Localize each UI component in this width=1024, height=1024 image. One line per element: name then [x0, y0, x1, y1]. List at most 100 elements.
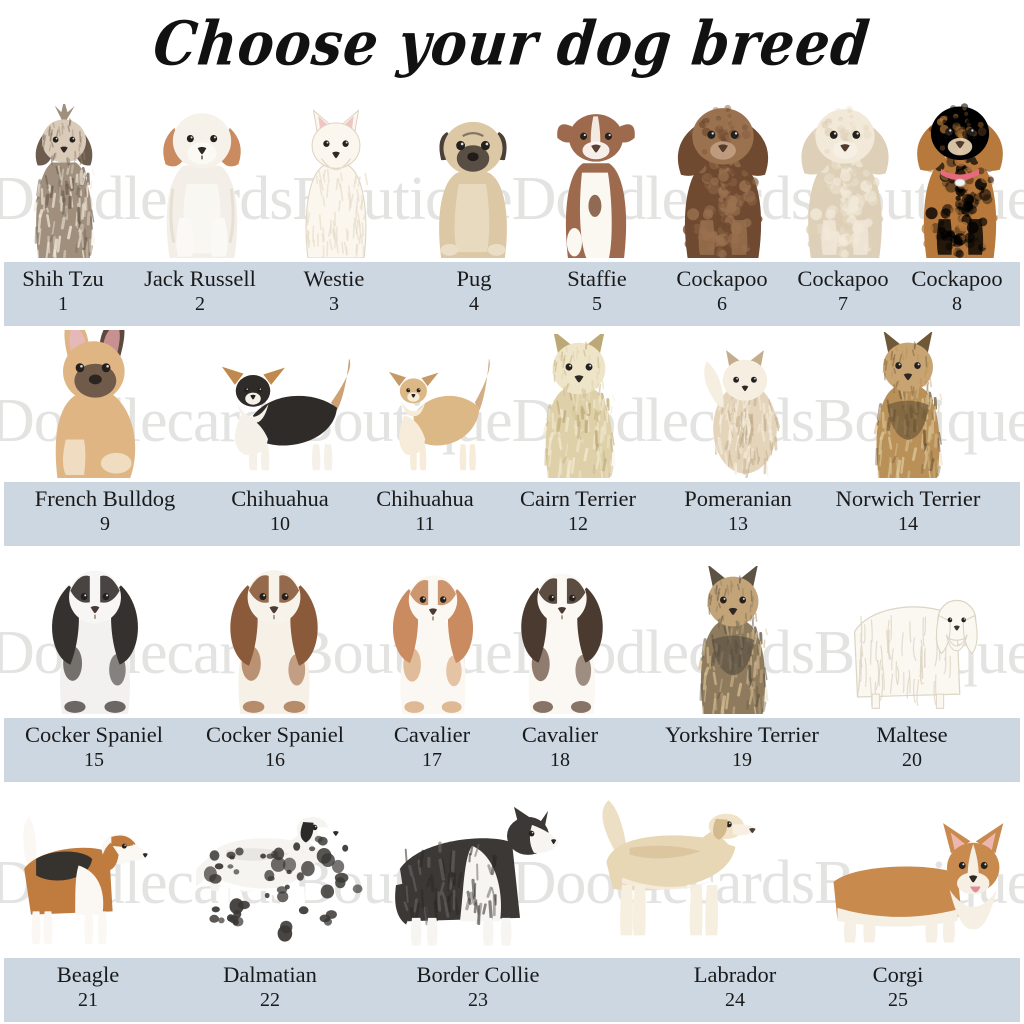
breed-number: 3 — [329, 293, 339, 315]
breed-name: Border Collie — [416, 962, 540, 987]
breed-number: 19 — [732, 749, 752, 771]
dog-cavalier-tricolour[interactable] — [506, 558, 618, 714]
dog-french-bulldog[interactable] — [28, 330, 168, 478]
breed-number: 11 — [415, 513, 435, 535]
dog-westie[interactable] — [284, 104, 388, 258]
breed-number: 8 — [952, 293, 962, 315]
border-collie-illustration — [395, 806, 559, 946]
breed-number: 6 — [717, 293, 727, 315]
cockapoo-brown-illustration — [677, 104, 769, 258]
label-band-row-2: French Bulldog 9 Chihuahua 10 Chihuahua 11 Cai… — [4, 482, 1020, 546]
dog-dalmatian[interactable] — [196, 790, 382, 954]
breed-cell-5[interactable]: Staffie 5 — [542, 266, 652, 316]
breed-cell-25[interactable]: Corgi 25 — [838, 962, 958, 1012]
dog-norwich-terrier[interactable] — [856, 332, 960, 478]
dog-cocker-spaniel-black[interactable] — [36, 556, 154, 714]
breed-number: 15 — [84, 749, 104, 771]
breed-number: 10 — [270, 513, 290, 535]
breed-name: French Bulldog — [34, 486, 176, 511]
breed-name: Cocker Spaniel — [205, 722, 345, 747]
breed-name: Jack Russell — [144, 266, 256, 291]
dog-cockapoo-brown[interactable] — [664, 100, 782, 258]
breed-cell-3[interactable]: Westie 3 — [274, 266, 394, 316]
breed-cell-7[interactable]: Cockapoo 7 — [778, 266, 908, 316]
breed-cell-10[interactable]: Chihuahua 10 — [208, 486, 353, 536]
breed-cell-16[interactable]: Cocker Spaniel 16 — [185, 722, 365, 772]
breed-cell-21[interactable]: Beagle 21 — [23, 962, 153, 1012]
breed-cell-11[interactable]: Chihuahua 11 — [353, 486, 498, 536]
breed-cell-4[interactable]: Pug 4 — [419, 266, 529, 316]
chihuahua-tan-illustration — [388, 358, 490, 471]
breed-cell-14[interactable]: Norwich Terrier 14 — [808, 486, 1008, 536]
breed-cell-8[interactable]: Cockapoo 8 — [892, 266, 1022, 316]
pomeranian-illustration — [704, 350, 780, 478]
cocker-spaniel-black-illustration — [52, 570, 138, 714]
dog-corgi[interactable] — [818, 810, 1012, 954]
staffie-illustration — [557, 114, 635, 258]
breed-cell-12[interactable]: Cairn Terrier 12 — [493, 486, 663, 536]
breed-cell-6[interactable]: Cockapoo 6 — [657, 266, 787, 316]
breed-name: Pomeranian — [684, 486, 792, 511]
breed-name: Cavalier — [521, 722, 599, 747]
shih-tzu-illustration — [33, 104, 96, 258]
breed-cell-1[interactable]: Shih Tzu 1 — [3, 266, 123, 316]
dog-beagle[interactable] — [14, 790, 184, 954]
breed-number: 2 — [195, 293, 205, 315]
breed-name: Chihuahua — [376, 486, 474, 511]
breed-cell-22[interactable]: Dalmatian 22 — [195, 962, 345, 1012]
dog-cairn-terrier[interactable] — [524, 334, 634, 478]
breed-cell-13[interactable]: Pomeranian 13 — [658, 486, 818, 536]
breed-number: 14 — [898, 513, 918, 535]
label-band-row-1: Shih Tzu 1 Jack Russell 2 Westie 3 Pug 4 Staffie… — [4, 262, 1020, 326]
dog-jack-russell[interactable] — [148, 104, 256, 258]
dog-cavalier-blenheim[interactable] — [378, 560, 488, 714]
breed-name: Staffie — [567, 266, 627, 291]
breed-cell-24[interactable]: Labrador 24 — [660, 962, 810, 1012]
maltese-illustration — [853, 599, 978, 710]
dog-cocker-spaniel-brown[interactable] — [214, 556, 334, 714]
breed-cell-9[interactable]: French Bulldog 9 — [10, 486, 200, 536]
breed-cell-15[interactable]: Cocker Spaniel 15 — [4, 722, 184, 772]
cockapoo-apricot-illustration — [917, 103, 1003, 258]
breed-number: 24 — [725, 989, 745, 1011]
page-title-container: Choose your dog breed — [0, 0, 1024, 86]
dog-shih-tzu[interactable] — [18, 104, 110, 258]
dog-staffie[interactable] — [542, 100, 650, 258]
breed-number: 25 — [888, 989, 908, 1011]
dalmatian-base-illustration — [196, 817, 363, 942]
cairn-terrier-illustration — [543, 334, 616, 478]
breed-number: 7 — [838, 293, 848, 315]
breed-name: Pug — [456, 266, 492, 291]
cockapoo-cream-illustration — [801, 105, 889, 258]
breed-name: Labrador — [693, 962, 777, 987]
dog-border-collie[interactable] — [388, 790, 588, 954]
breed-name: Cockapoo — [911, 266, 1003, 291]
breed-number: 4 — [469, 293, 479, 315]
breed-number: 22 — [260, 989, 280, 1011]
yorkshire-terrier-illustration — [698, 566, 769, 714]
beagle-illustration — [23, 816, 148, 945]
breed-name: Norwich Terrier — [835, 486, 981, 511]
breed-cell-2[interactable]: Jack Russell 2 — [125, 266, 275, 316]
jack-russell-illustration — [163, 113, 241, 258]
dog-yorkshire-terrier[interactable] — [680, 566, 786, 714]
breed-cell-18[interactable]: Cavalier 18 — [498, 722, 623, 772]
breed-cell-19[interactable]: Yorkshire Terrier 19 — [635, 722, 850, 772]
french-bulldog-illustration — [55, 330, 136, 478]
breed-name: Corgi — [872, 962, 924, 987]
dog-pomeranian[interactable] — [692, 332, 798, 478]
labrador-illustration — [602, 800, 756, 936]
dog-maltese[interactable] — [840, 572, 986, 714]
dog-labrador[interactable] — [596, 786, 804, 954]
breed-cell-20[interactable]: Maltese 20 — [847, 722, 977, 772]
breed-number: 9 — [100, 513, 110, 535]
dog-chihuahua-tan[interactable] — [378, 348, 496, 478]
dog-chihuahua-longhair[interactable] — [208, 348, 358, 478]
breed-name: Shih Tzu — [22, 266, 104, 291]
dog-cockapoo-apricot[interactable] — [904, 96, 1016, 258]
dog-cockapoo-cream[interactable] — [788, 100, 902, 258]
breed-cell-23[interactable]: Border Collie 23 — [388, 962, 568, 1012]
breed-cell-17[interactable]: Cavalier 17 — [370, 722, 495, 772]
breed-number: 21 — [78, 989, 98, 1011]
dog-pug[interactable] — [414, 110, 532, 258]
